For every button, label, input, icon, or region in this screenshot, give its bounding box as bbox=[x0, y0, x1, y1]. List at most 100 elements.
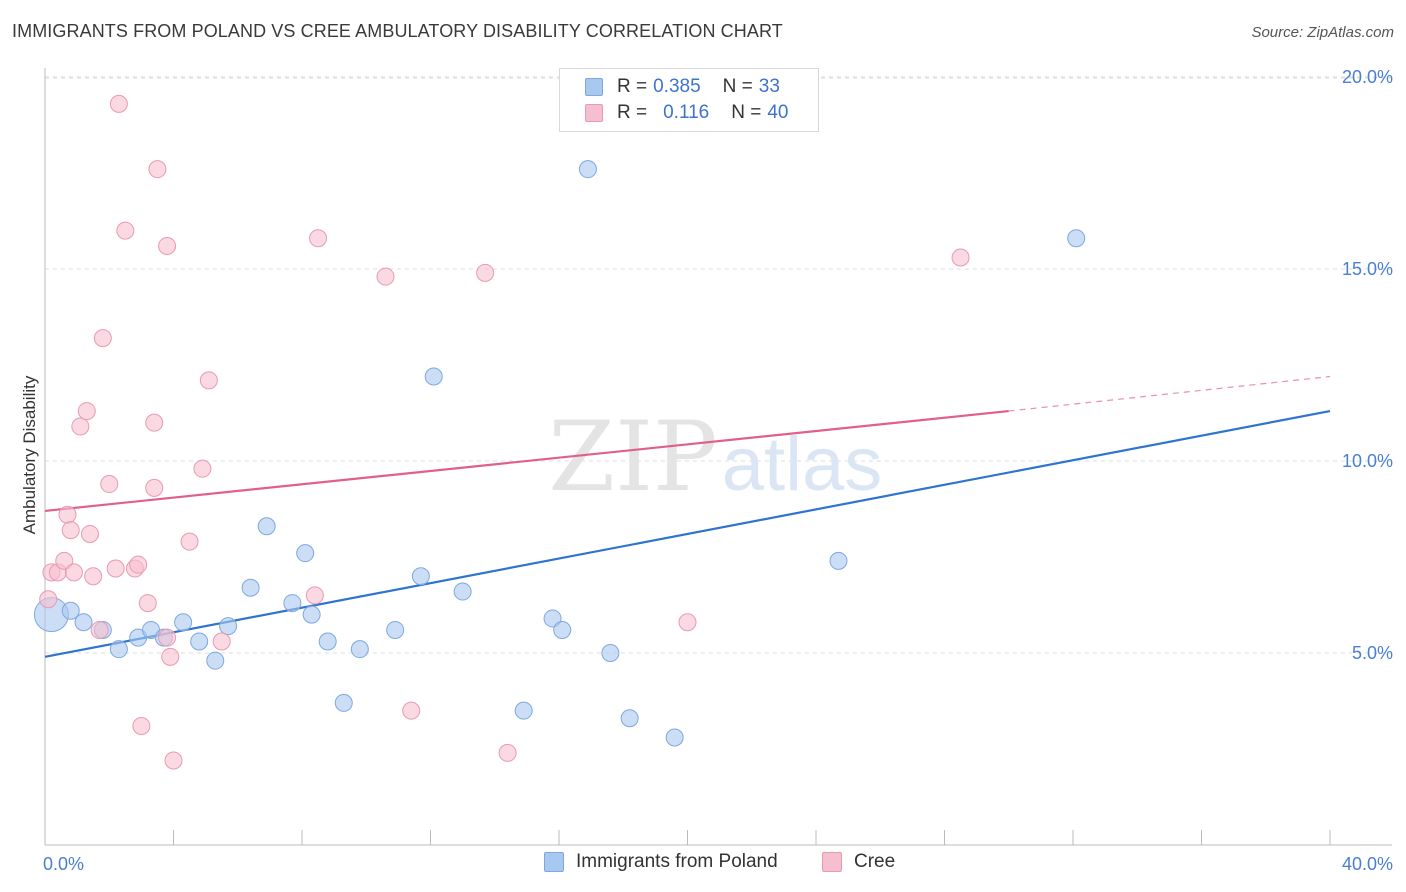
y-tick-labels: 5.0% 10.0% 15.0% 20.0% bbox=[1342, 67, 1393, 663]
point-poland bbox=[283, 594, 302, 613]
point-cree bbox=[145, 413, 164, 432]
point-poland bbox=[829, 551, 848, 570]
legend-r-label: R = bbox=[617, 102, 648, 123]
point-cree bbox=[109, 94, 128, 113]
point-cree bbox=[193, 459, 212, 478]
point-cree bbox=[90, 620, 109, 639]
series-legend: Immigrants from Poland Cree bbox=[0, 851, 1406, 877]
y-tick-label: 20.0% bbox=[1342, 67, 1393, 87]
point-cree bbox=[80, 524, 99, 543]
point-cree bbox=[39, 590, 58, 609]
legend-n-value: 33 bbox=[758, 76, 780, 97]
point-cree bbox=[55, 551, 74, 570]
watermark-atlas: atlas bbox=[722, 422, 883, 507]
correlation-legend: R = 0.385 N = 33 R = 0.116 N = 40 bbox=[559, 68, 819, 132]
point-poland bbox=[601, 644, 620, 662]
legend-label-cree: Cree bbox=[854, 851, 896, 872]
legend-r-label: R = bbox=[617, 76, 648, 97]
point-poland bbox=[190, 632, 209, 651]
trend-line-cree bbox=[44, 409, 1009, 513]
trend-lines bbox=[44, 375, 1331, 658]
legend-swatch-cree bbox=[822, 852, 842, 872]
legend-item-cree[interactable]: Cree bbox=[822, 851, 895, 873]
legend-r-value: 0.385 bbox=[653, 76, 701, 97]
chart-title: IMMIGRANTS FROM POLAND VS CREE AMBULATOR… bbox=[12, 21, 783, 41]
point-poland bbox=[553, 620, 572, 639]
point-cree bbox=[158, 628, 177, 647]
legend-n-label: N = bbox=[722, 76, 753, 97]
legend-row-cree: R = 0.116 N = 40 bbox=[585, 100, 789, 126]
x-tick-label-max: 40.0% bbox=[1342, 854, 1393, 874]
point-poland bbox=[61, 601, 80, 620]
point-cree bbox=[305, 586, 324, 605]
point-poland bbox=[665, 728, 684, 747]
point-cree bbox=[138, 594, 157, 613]
legend-swatch-cree bbox=[585, 104, 603, 122]
point-cree bbox=[212, 632, 231, 651]
point-poland bbox=[620, 709, 639, 728]
point-cree bbox=[93, 329, 112, 348]
point-cree bbox=[148, 160, 167, 179]
trend-line-cree-extension bbox=[1008, 375, 1331, 412]
x-tick-label-min: 0.0% bbox=[43, 854, 84, 874]
point-cree bbox=[129, 555, 148, 574]
point-poland bbox=[206, 651, 225, 670]
point-poland bbox=[578, 160, 597, 179]
point-poland bbox=[74, 613, 93, 632]
x-tick-labels: 0.0% 40.0% bbox=[43, 854, 1393, 874]
data-points bbox=[33, 94, 1086, 770]
point-poland bbox=[350, 640, 369, 659]
point-poland bbox=[296, 544, 315, 563]
point-cree bbox=[100, 475, 119, 494]
point-poland bbox=[514, 701, 533, 720]
point-cree bbox=[71, 417, 90, 436]
point-cree bbox=[199, 371, 218, 390]
point-poland bbox=[543, 609, 562, 628]
point-poland bbox=[386, 620, 405, 639]
y-axis-label: Ambulatory Disability bbox=[20, 375, 39, 534]
point-cree bbox=[106, 559, 125, 578]
point-cree bbox=[145, 478, 164, 497]
point-cree bbox=[164, 751, 183, 770]
legend-swatch-poland bbox=[544, 852, 564, 872]
point-cree bbox=[309, 229, 328, 248]
point-cree bbox=[64, 563, 83, 582]
point-poland bbox=[174, 613, 193, 632]
point-cree bbox=[678, 613, 697, 632]
grid-lines bbox=[45, 76, 1392, 654]
point-poland bbox=[257, 517, 276, 536]
source-label: Source: ZipAtlas.com bbox=[1251, 24, 1394, 41]
point-poland bbox=[318, 632, 337, 651]
point-cree bbox=[84, 567, 103, 586]
point-poland bbox=[453, 582, 472, 601]
legend-item-poland[interactable]: Immigrants from Poland bbox=[544, 851, 778, 873]
point-cree bbox=[180, 532, 199, 551]
legend-n-value: 40 bbox=[767, 102, 789, 123]
axes bbox=[44, 68, 1392, 846]
trend-line-poland bbox=[44, 409, 1331, 658]
watermark: ZIP atlas bbox=[548, 401, 882, 513]
point-cree bbox=[77, 402, 96, 421]
legend-row-poland: R = 0.385 N = 33 bbox=[585, 74, 780, 100]
legend-r-value: 0.116 bbox=[663, 102, 710, 123]
point-poland bbox=[411, 567, 430, 586]
watermark-zip: ZIP bbox=[548, 401, 717, 513]
point-poland bbox=[109, 640, 128, 659]
point-cree bbox=[376, 267, 395, 286]
point-poland bbox=[241, 578, 260, 597]
point-poland bbox=[219, 617, 238, 636]
legend-swatch-poland bbox=[585, 78, 603, 96]
point-poland bbox=[424, 367, 443, 386]
y-tick-label: 5.0% bbox=[1352, 643, 1393, 663]
point-cree bbox=[116, 221, 135, 240]
point-cree bbox=[498, 743, 517, 762]
y-tick-label: 10.0% bbox=[1342, 451, 1393, 471]
point-cree bbox=[61, 521, 80, 540]
point-cree bbox=[402, 701, 421, 720]
point-cree bbox=[951, 248, 970, 267]
point-poland bbox=[334, 693, 353, 712]
point-cree bbox=[476, 263, 495, 282]
point-cree bbox=[158, 236, 177, 255]
point-cree bbox=[161, 647, 180, 666]
